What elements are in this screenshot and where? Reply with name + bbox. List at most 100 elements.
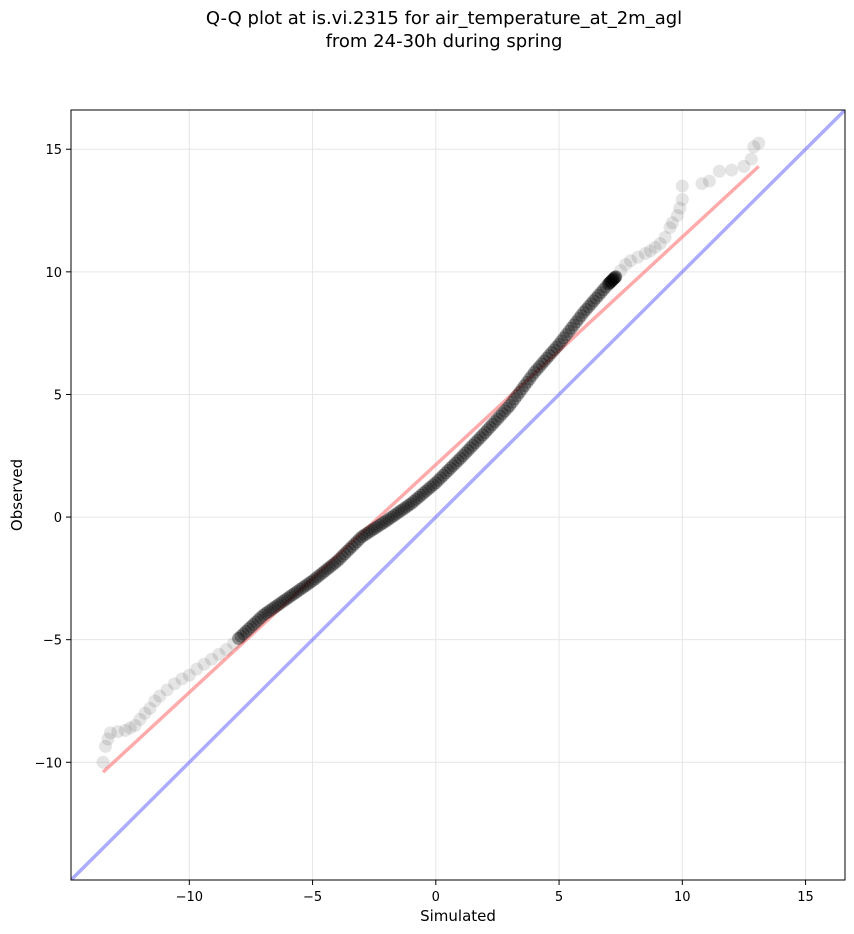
qq-point <box>584 297 598 311</box>
qq-point <box>461 443 475 457</box>
qq-point <box>399 500 413 514</box>
qq-point <box>246 617 260 631</box>
qq-point <box>308 572 322 586</box>
qq-point <box>286 588 300 602</box>
qq-point <box>456 449 470 463</box>
qq-point-tail <box>673 201 687 215</box>
qq-point <box>557 331 571 345</box>
qq-point <box>234 629 248 643</box>
qq-point <box>607 272 621 286</box>
qq-point <box>434 471 448 485</box>
qq-point-tail <box>175 672 189 686</box>
qq-point <box>333 552 347 566</box>
qq-point-tail <box>138 706 152 720</box>
qq-point <box>338 547 352 561</box>
qq-point-tail <box>219 642 233 656</box>
qq-point-tail <box>653 237 667 251</box>
qq-point <box>559 328 573 342</box>
qq-point <box>535 357 549 371</box>
y-tick-label: 10 <box>45 266 62 281</box>
qq-point-tail <box>123 721 137 735</box>
qq-point <box>547 343 561 357</box>
qq-point <box>552 337 566 351</box>
qq-point-tail <box>658 231 672 245</box>
y-tick-label: 15 <box>45 143 62 158</box>
y-tick-label: −5 <box>43 634 62 649</box>
qq-point-tail <box>614 264 628 278</box>
qq-point <box>587 294 601 308</box>
qq-point <box>522 372 536 386</box>
qq-point <box>453 451 467 465</box>
x-tick-label: 15 <box>797 890 814 905</box>
qq-point <box>416 486 430 500</box>
qq-point-tail <box>182 668 196 682</box>
qq-point <box>414 488 428 502</box>
qq-point-tail <box>631 250 645 264</box>
qq-point <box>347 537 361 551</box>
qq-point <box>555 334 569 348</box>
qq-point <box>473 431 487 445</box>
qq-point <box>607 271 621 285</box>
qq-point <box>478 425 492 439</box>
qq-point <box>350 535 364 549</box>
qq-point <box>298 579 312 593</box>
qq-point <box>449 456 463 470</box>
qq-point <box>254 610 268 624</box>
qq-point-tail <box>168 677 182 691</box>
qq-point <box>493 409 507 423</box>
qq-point <box>481 423 495 437</box>
qq-point <box>436 468 450 482</box>
qq-point-tail <box>103 726 117 740</box>
qq-point <box>343 542 357 556</box>
qq-point <box>237 627 251 641</box>
qq-point <box>510 389 524 403</box>
fit-line <box>101 165 760 774</box>
qq-point <box>362 525 376 539</box>
qq-point <box>577 305 591 319</box>
qq-point-tail <box>96 755 110 769</box>
qq-point <box>545 346 559 360</box>
y-axis-label: Observed <box>8 459 26 531</box>
qq-point <box>407 494 421 508</box>
qq-point-tail <box>663 221 677 235</box>
qq-point <box>579 302 593 316</box>
qq-point <box>594 286 608 300</box>
qq-point <box>608 270 622 284</box>
qq-point <box>490 412 504 426</box>
qq-point <box>278 593 292 607</box>
qq-point <box>466 438 480 452</box>
qq-point <box>345 539 359 553</box>
qq-point <box>409 492 423 506</box>
qq-point <box>603 276 617 290</box>
qq-point <box>266 601 280 615</box>
qq-point <box>567 318 581 332</box>
qq-point <box>367 522 381 536</box>
qq-point-tail <box>747 140 761 154</box>
qq-point <box>330 554 344 568</box>
qq-point-tail <box>212 647 226 661</box>
y-tick-label: 0 <box>54 511 62 526</box>
qq-point <box>498 404 512 418</box>
qq-point <box>325 558 339 572</box>
qq-point <box>592 288 606 302</box>
qq-point-tail <box>232 631 246 645</box>
qq-point <box>540 351 554 365</box>
qq-point <box>527 365 541 379</box>
qq-point <box>532 360 546 374</box>
qq-point-tail <box>160 683 174 697</box>
qq-point-tail <box>675 179 689 193</box>
qq-point <box>458 446 472 460</box>
qq-point <box>604 275 618 289</box>
x-tick-label: −10 <box>176 890 203 905</box>
qq-point <box>271 598 285 612</box>
qq-point <box>550 340 564 354</box>
x-tick-label: 5 <box>555 890 563 905</box>
qq-point <box>320 562 334 576</box>
grid <box>71 110 845 880</box>
qq-point-tail <box>101 732 115 746</box>
qq-point-tail <box>153 689 167 703</box>
qq-point <box>446 459 460 473</box>
qq-point <box>596 283 610 297</box>
chart-title-line-1: Q-Q plot at is.vi.2315 for air_temperatu… <box>205 8 683 29</box>
qq-point <box>429 476 443 490</box>
